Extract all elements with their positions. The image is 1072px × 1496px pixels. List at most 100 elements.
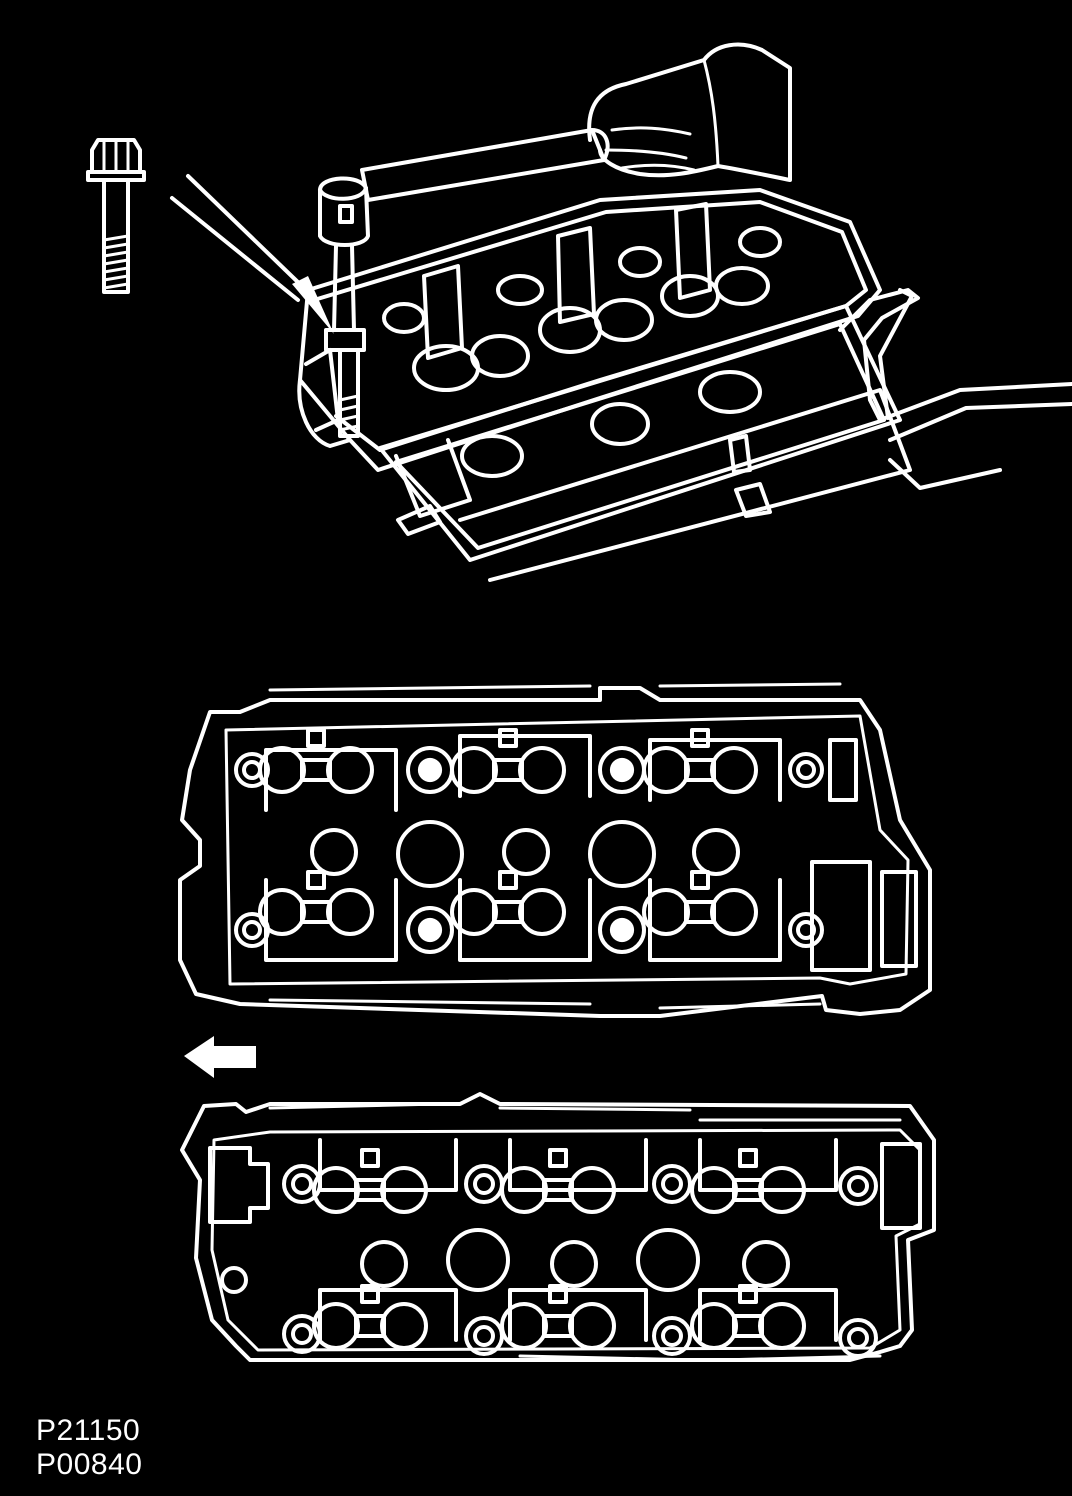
cam-cap-boss <box>498 870 518 890</box>
head-bolt-icon <box>788 752 824 788</box>
combustion-chamber <box>636 1228 700 1292</box>
valve-pocket <box>458 734 592 798</box>
end-boss <box>880 870 918 968</box>
head-bolt-icon <box>464 1164 504 1204</box>
figure-code-1: P21150 <box>36 1414 141 1447</box>
inner-outline <box>210 1128 922 1352</box>
cam-bridge <box>492 758 524 782</box>
valve-pocket <box>698 1138 838 1192</box>
cam-cap-boss <box>738 1284 758 1304</box>
end-boss <box>208 1146 270 1224</box>
valve-seat <box>568 1302 616 1350</box>
figure-codes: P21150 P00840 <box>36 1414 142 1482</box>
spark-plug-bore <box>360 1240 408 1288</box>
head-bolt-icon <box>652 1316 692 1356</box>
valve-seat <box>518 746 566 794</box>
valve-pocket <box>698 1288 838 1342</box>
head-bolt-hole <box>417 917 443 943</box>
end-boss <box>828 738 858 802</box>
end-boss <box>810 860 872 972</box>
spark-plug-bore <box>742 1240 790 1288</box>
pointer-arrow-icon <box>170 174 334 334</box>
cylinder-head-block <box>297 188 1072 582</box>
cam-bridge <box>492 900 524 924</box>
head-bolt-hole <box>609 757 635 783</box>
end-boss <box>880 1142 922 1230</box>
top-view-right-bank <box>178 682 932 1018</box>
valve-seat <box>326 888 374 936</box>
cam-cap-boss <box>306 728 326 748</box>
head-bolt-hole <box>473 1325 495 1347</box>
head-bolt-hole <box>473 1173 495 1195</box>
head-bolt-icon <box>234 752 270 788</box>
head-bolt-hole <box>847 1327 869 1349</box>
cam-bridge <box>542 1314 574 1338</box>
head-outline <box>178 686 932 1018</box>
head-bolt-hole <box>609 917 635 943</box>
head-bolt-hole <box>661 1325 683 1347</box>
figure-code-2: P00840 <box>36 1448 143 1481</box>
head-bolt-icon <box>406 746 454 794</box>
head-bolt-hole <box>242 920 262 940</box>
front-direction-arrow-icon <box>184 1036 256 1078</box>
cam-bridge <box>300 758 332 782</box>
cam-cap-boss <box>548 1284 568 1304</box>
head-bolt-icon <box>788 912 824 948</box>
valve-seat <box>380 1302 428 1350</box>
valve-seat <box>710 888 758 936</box>
head-bolt-hole <box>796 760 816 780</box>
valve-pocket <box>508 1138 648 1192</box>
cam-bridge <box>732 1314 764 1338</box>
inner-outline <box>224 714 910 986</box>
head-outline <box>180 1092 936 1362</box>
head-bolt-icon <box>598 906 646 954</box>
spark-plug-bore <box>502 828 550 876</box>
head-bolt-icon <box>838 1166 878 1206</box>
valve-seat <box>326 746 374 794</box>
cam-cap-boss <box>690 870 710 890</box>
gasket-edge <box>268 1102 902 1362</box>
head-bolt-icon <box>838 1318 878 1358</box>
head-bolt-hole <box>661 1173 683 1195</box>
valve-pocket <box>648 738 782 802</box>
valve-pocket <box>508 1288 648 1342</box>
dowel-hole <box>220 1266 248 1294</box>
valve-pocket <box>318 1288 458 1342</box>
head-bolt-icon <box>464 1316 504 1356</box>
combustion-chamber <box>588 820 656 888</box>
head-bolt-hole <box>291 1173 313 1195</box>
head-bolt-hole <box>796 920 816 940</box>
torque-wrench-icon <box>318 128 610 438</box>
cam-cap-boss <box>548 1148 568 1168</box>
hex-flange-bolt-icon <box>86 138 146 294</box>
head-bolt-icon <box>282 1164 322 1204</box>
spark-plug-bore <box>692 828 740 876</box>
valve-pocket <box>458 878 592 962</box>
perspective-view <box>86 42 1072 582</box>
combustion-chamber <box>396 820 464 888</box>
cam-bridge <box>684 758 716 782</box>
cam-cap-boss <box>306 870 326 890</box>
head-bolt-hole <box>847 1175 869 1197</box>
head-bolt-icon <box>652 1164 692 1204</box>
cam-bridge <box>300 900 332 924</box>
valve-seat <box>518 888 566 936</box>
valve-pocket <box>648 878 782 962</box>
valve-seat <box>710 746 758 794</box>
cam-cap-boss <box>360 1284 380 1304</box>
gasket-edge <box>268 682 842 1010</box>
spark-plug-bore <box>550 1240 598 1288</box>
hand-icon <box>587 42 792 182</box>
head-bolt-hole <box>291 1323 313 1345</box>
head-bolt-hole <box>417 757 443 783</box>
head-bolt-hole <box>242 760 262 780</box>
valve-pocket <box>318 1138 458 1192</box>
cam-cap-boss <box>738 1148 758 1168</box>
head-bolt-icon <box>282 1314 322 1354</box>
top-view-left-bank <box>180 1092 936 1362</box>
cam-bridge <box>684 900 716 924</box>
cam-cap-boss <box>360 1148 380 1168</box>
valve-seat <box>758 1302 806 1350</box>
spark-plug-bore <box>310 828 358 876</box>
